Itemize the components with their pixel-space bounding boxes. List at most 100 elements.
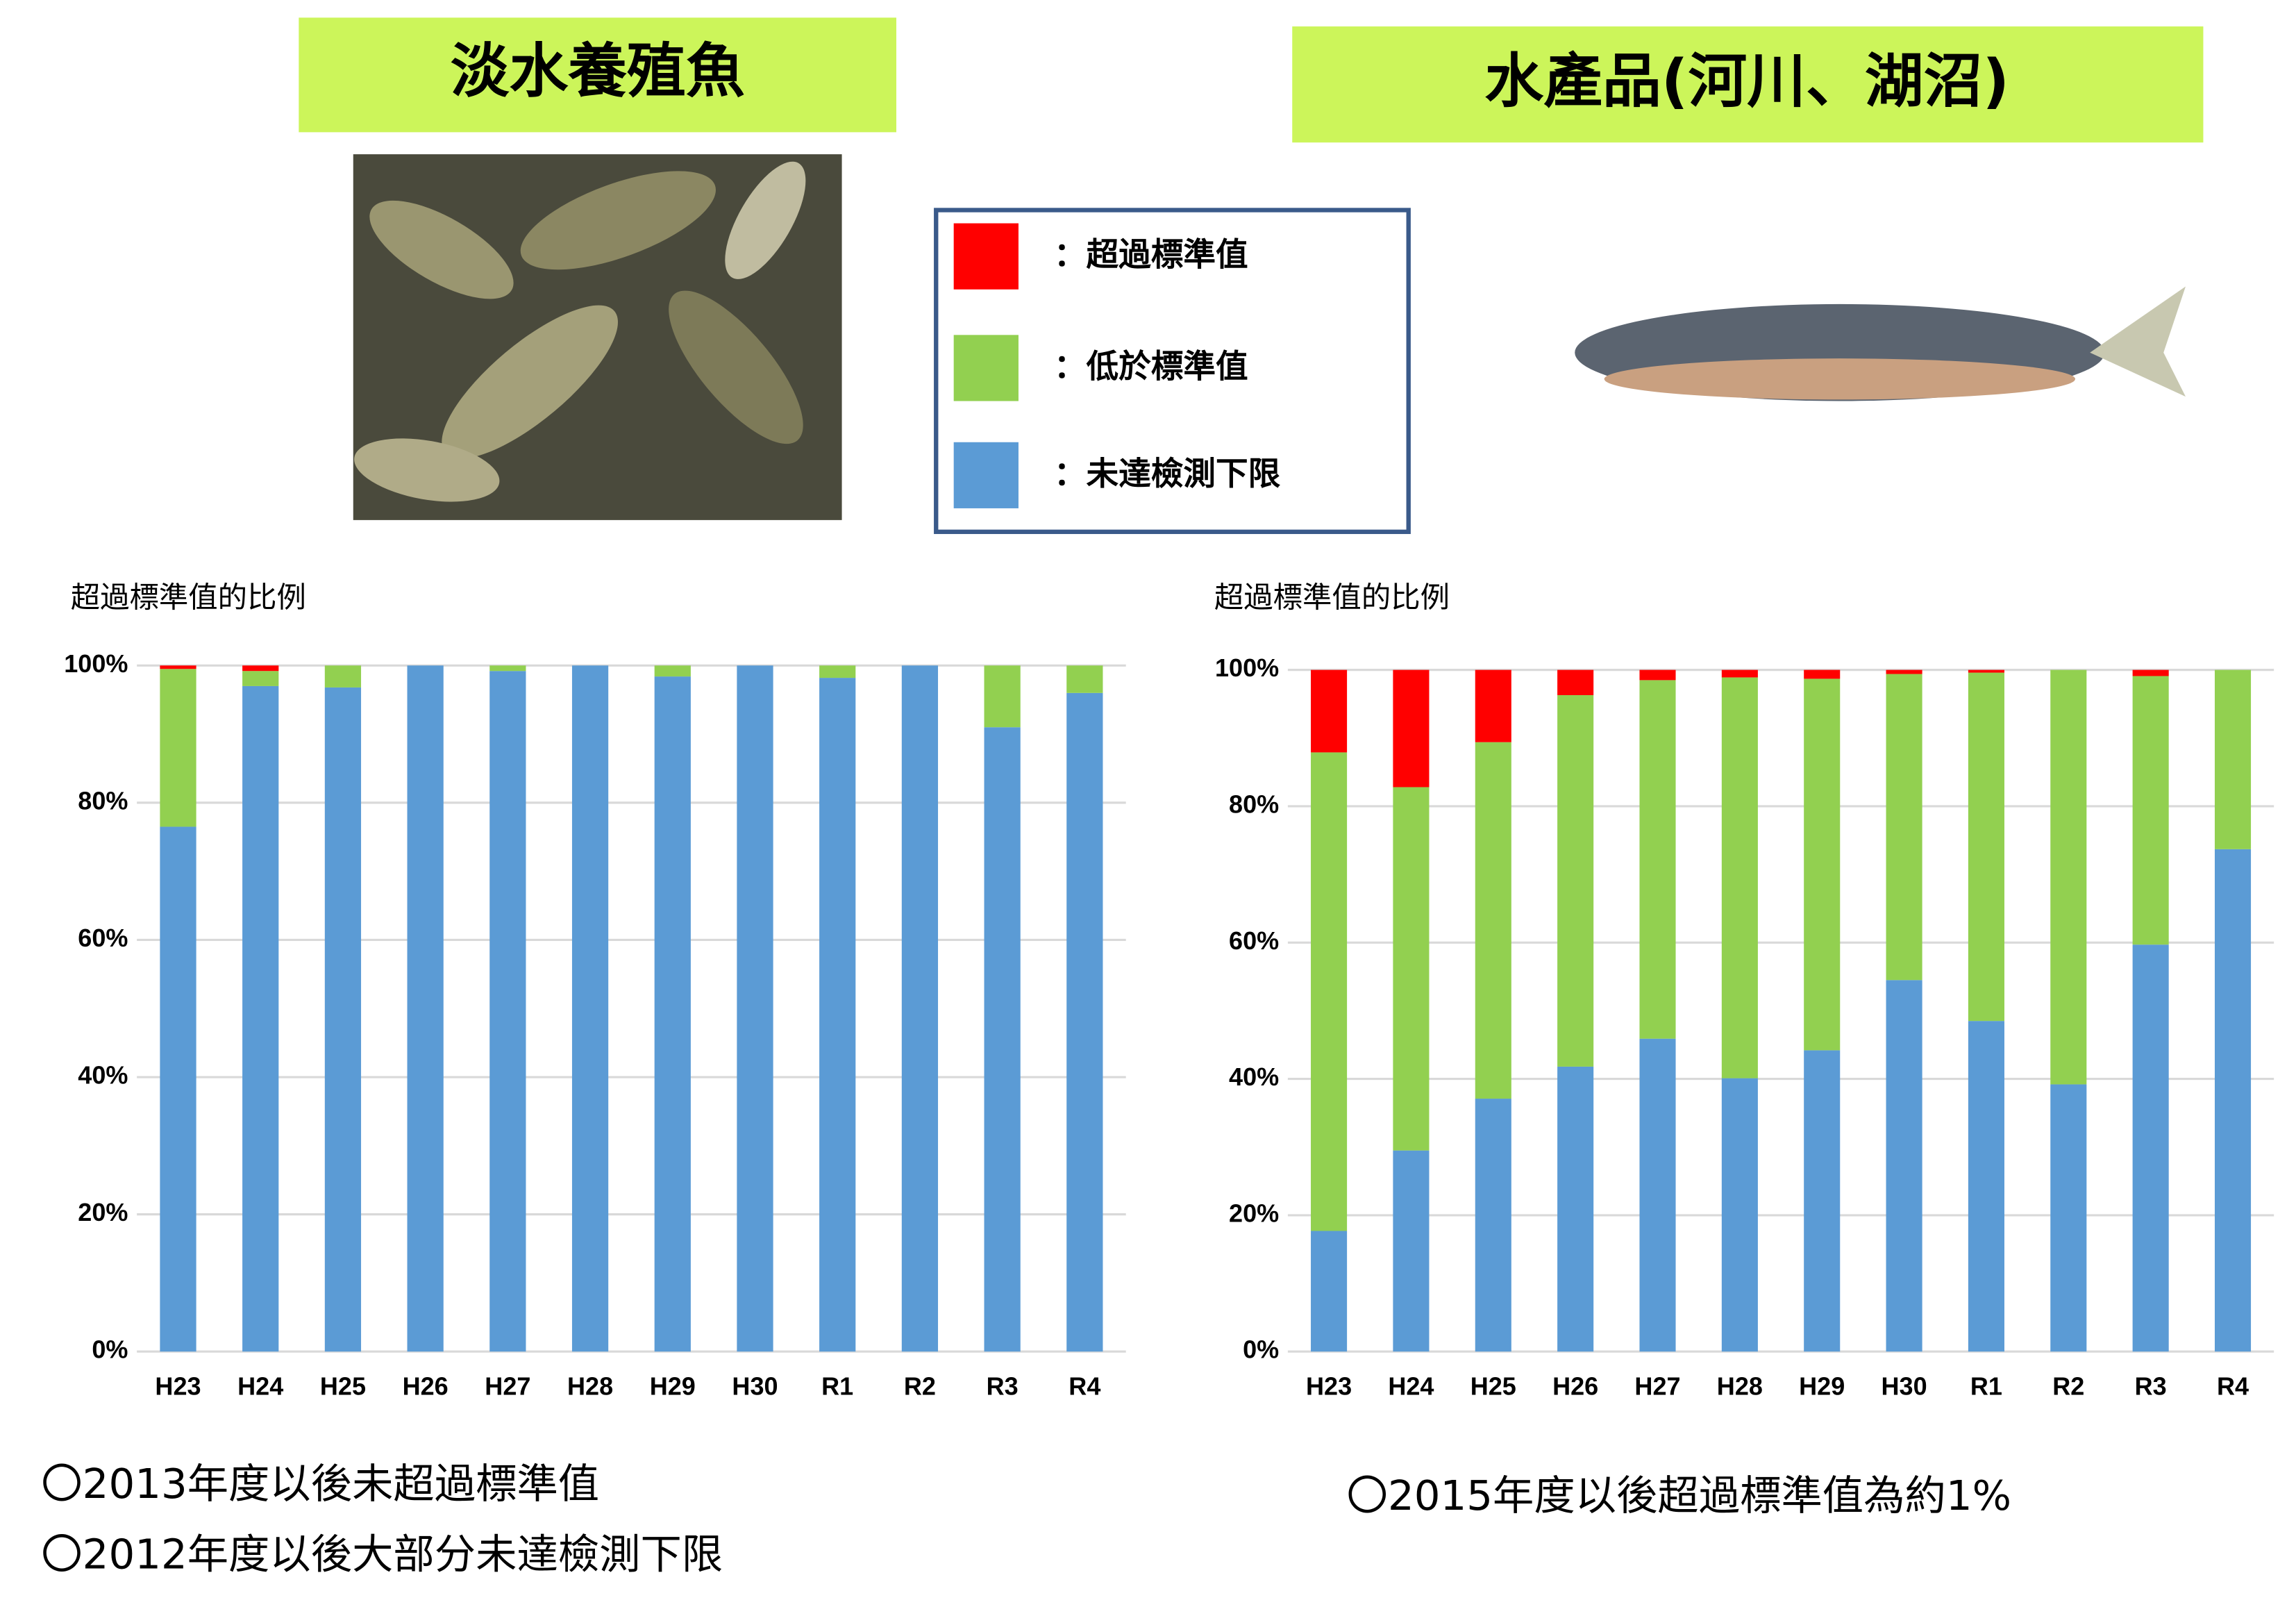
note: 〇2013年度以後未超過標準值 bbox=[41, 1460, 599, 1508]
bar-group: ：未達檢測下限 bbox=[160, 826, 196, 1352]
bar-group: ：低於標準值 bbox=[1475, 742, 1511, 1099]
y-tick-label: 0% bbox=[1243, 1335, 1279, 1364]
bar bbox=[1721, 677, 1758, 1078]
y-tick-label: 20% bbox=[1229, 1199, 1279, 1227]
bar bbox=[984, 727, 1021, 1352]
bar-group: ：低於標準值 bbox=[654, 665, 691, 677]
bar bbox=[2132, 669, 2169, 676]
x-tick-label: R1 bbox=[1970, 1372, 2002, 1401]
bar bbox=[489, 671, 526, 1352]
x-tick-label: H28 bbox=[1717, 1372, 1763, 1401]
bar-group: ：未達檢測下限 bbox=[1968, 1021, 2004, 1352]
bar-group: ：未達檢測下限 bbox=[1886, 980, 1922, 1352]
bar-group: ：低於標準值 bbox=[242, 671, 279, 686]
bar bbox=[1968, 669, 2004, 673]
note: 〇2015年度以後超過標準值為約1% bbox=[1347, 1472, 2011, 1519]
bar bbox=[2050, 669, 2087, 1085]
x-tick-label: H23 bbox=[1306, 1372, 1352, 1401]
x-tick-label: R4 bbox=[1069, 1372, 1100, 1401]
bar bbox=[324, 687, 362, 1352]
bar bbox=[1557, 694, 1594, 1067]
bar-group: ：未達檢測下限 bbox=[2132, 944, 2169, 1352]
x-tick-label: H27 bbox=[1634, 1372, 1680, 1401]
bar-group: ：超過標準值 bbox=[1804, 669, 1841, 679]
bar-group: ：未達檢測下限 bbox=[1311, 1231, 1348, 1352]
bar-group: ：未達檢測下限 bbox=[571, 665, 609, 1352]
bar bbox=[2214, 669, 2252, 849]
bar bbox=[654, 676, 691, 1352]
bar-group: ：超過標準值 bbox=[242, 665, 279, 672]
bar-group: ：低於標準值 bbox=[819, 665, 856, 678]
y-tick-label: 40% bbox=[1229, 1063, 1279, 1091]
bar-group: ：未達檢測下限 bbox=[1721, 1078, 1758, 1352]
legend-label: ：低於標準值 bbox=[1054, 348, 1248, 385]
bar bbox=[1066, 692, 1103, 1352]
bar-group: ：低於標準值 bbox=[1311, 752, 1348, 1231]
y-tick-label: 0% bbox=[92, 1335, 128, 1364]
bar bbox=[1557, 669, 1594, 695]
x-tick-label: H24 bbox=[237, 1372, 283, 1401]
x-tick-label: H30 bbox=[732, 1372, 778, 1401]
bar-group: ：超過標準值 bbox=[1886, 669, 1922, 674]
bar-group: ：超過標準值 bbox=[1721, 669, 1758, 678]
bar-group: ：低於標準值 bbox=[1639, 680, 1676, 1039]
bar bbox=[1639, 669, 1676, 681]
y-tick-label: 100% bbox=[64, 649, 128, 678]
bar bbox=[819, 665, 856, 678]
legend-swatch bbox=[953, 223, 1019, 290]
bar bbox=[1393, 787, 1430, 1151]
bar-group: ：低於標準值 bbox=[1804, 678, 1841, 1051]
bar-group: ：超過標準值 bbox=[1393, 669, 1430, 788]
title-box bbox=[299, 17, 897, 133]
bar-group: ：低於標準值 bbox=[2050, 669, 2087, 1085]
x-tick-label: H23 bbox=[155, 1372, 201, 1401]
bar bbox=[1475, 669, 1511, 742]
y-tick-label: 60% bbox=[78, 924, 128, 952]
bar bbox=[1968, 672, 2004, 1022]
bar-group: ：未達檢測下限 bbox=[1639, 1038, 1676, 1352]
x-tick-label: H26 bbox=[1552, 1372, 1598, 1401]
fish-photo bbox=[353, 154, 842, 520]
bar bbox=[242, 671, 279, 686]
bar-group: ：低於標準值 bbox=[489, 665, 526, 672]
bar-group: ：未達檢測下限 bbox=[2050, 1084, 2087, 1352]
y-tick-label: 100% bbox=[1215, 653, 1279, 682]
bar-group: ：超過標準值 bbox=[1311, 669, 1348, 753]
bar-group: ：低於標準值 bbox=[1721, 677, 1758, 1078]
bar-group: ：未達檢測下限 bbox=[984, 727, 1021, 1352]
bar-group: ：未達檢測下限 bbox=[2214, 849, 2252, 1352]
bar bbox=[1721, 669, 1758, 678]
bar bbox=[1804, 678, 1841, 1051]
y-axis-title: 超過標準值的比例 bbox=[1214, 581, 1450, 615]
bar bbox=[1886, 669, 1922, 674]
x-tick-label: H29 bbox=[650, 1372, 696, 1401]
bar-group: ：未達檢測下限 bbox=[242, 685, 279, 1352]
x-tick-label: H30 bbox=[1882, 1372, 1927, 1401]
bar bbox=[2050, 1084, 2087, 1352]
bar bbox=[737, 665, 773, 1352]
legend-swatch bbox=[953, 335, 1019, 401]
bar-group: ：未達檢測下限 bbox=[1393, 1150, 1430, 1352]
bar-group: ：超過標準值 bbox=[1639, 669, 1676, 681]
bar bbox=[1311, 752, 1348, 1231]
bar-group: ：超過標準值 bbox=[1557, 669, 1594, 695]
bar bbox=[1721, 1078, 1758, 1352]
bar bbox=[1804, 1050, 1841, 1352]
x-tick-label: H27 bbox=[485, 1372, 530, 1401]
bar bbox=[242, 665, 279, 672]
bar-group: ：低於標準值 bbox=[1886, 674, 1922, 981]
legend-swatch bbox=[953, 442, 1019, 508]
note: 〇2012年度以後大部分未達檢測下限 bbox=[41, 1531, 723, 1578]
x-tick-label: H25 bbox=[1470, 1372, 1516, 1401]
legend-label: ：未達檢測下限 bbox=[1054, 455, 1281, 492]
bar-group: ：未達檢測下限 bbox=[819, 678, 856, 1352]
bar bbox=[160, 665, 196, 669]
bar-group: ：超過標準值 bbox=[2132, 669, 2169, 676]
y-tick-label: 80% bbox=[1229, 790, 1279, 819]
y-tick-label: 20% bbox=[78, 1198, 128, 1226]
bar bbox=[1886, 980, 1922, 1352]
bar-group: ：未達檢測下限 bbox=[407, 665, 444, 1352]
left-title: 淡水養殖魚 bbox=[451, 36, 745, 105]
x-tick-label: H26 bbox=[403, 1372, 449, 1401]
bar-group: ：低於標準值 bbox=[1393, 787, 1430, 1151]
